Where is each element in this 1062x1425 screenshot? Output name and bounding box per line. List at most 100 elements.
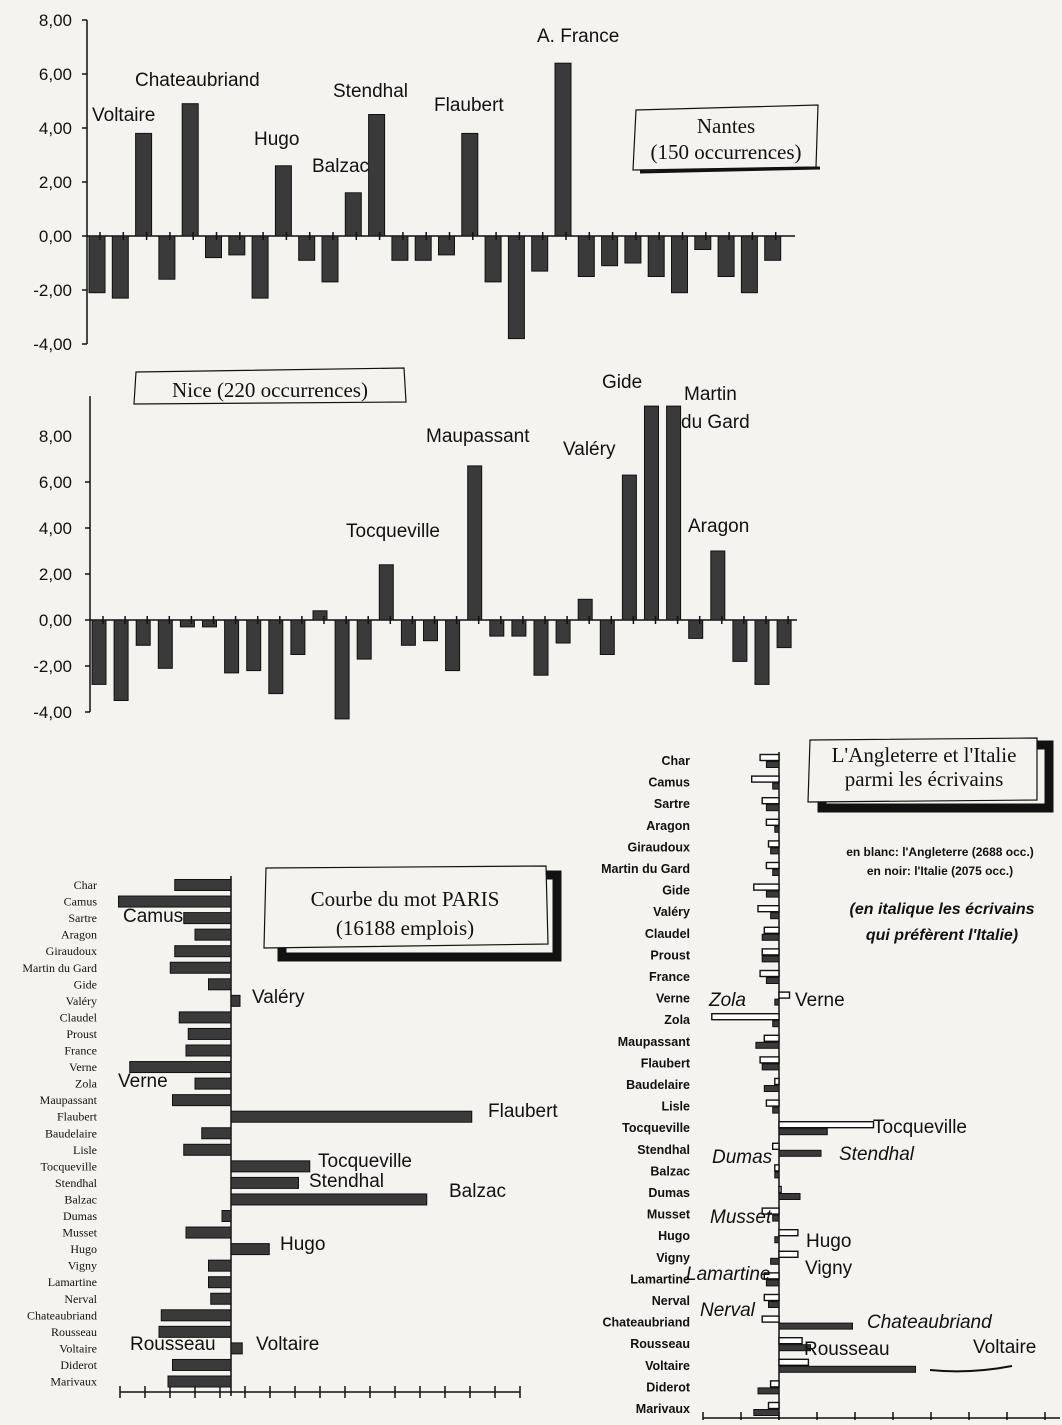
- annotation-vigny: Vigny: [805, 1258, 853, 1279]
- bar-angleterre: [772, 1142, 780, 1151]
- category-label: Camus: [648, 776, 690, 790]
- category-label: Hugo: [70, 1242, 97, 1256]
- category-label: Claudel: [60, 1010, 98, 1024]
- bar-italie: [765, 1279, 780, 1287]
- category-label: Musset: [62, 1226, 97, 1240]
- bar: [274, 165, 292, 237]
- bar: [334, 619, 350, 720]
- bar: [172, 1358, 232, 1371]
- bar: [230, 1176, 299, 1189]
- annotation-martin1: Martin: [684, 384, 737, 405]
- bar-italie: [765, 804, 780, 812]
- category-label: Aragon: [61, 928, 97, 942]
- bar: [507, 235, 525, 340]
- bar: [167, 1375, 232, 1388]
- legend-box: [263, 865, 549, 949]
- bar-angleterre: [778, 1185, 782, 1194]
- bar: [185, 1226, 232, 1239]
- bar-angleterre: [763, 1293, 780, 1302]
- bar: [717, 235, 735, 277]
- annotation-stendhal: Stendhal: [333, 81, 408, 102]
- bar: [224, 619, 240, 674]
- bar: [489, 619, 505, 637]
- annotation-flaubert: Flaubert: [488, 1101, 558, 1122]
- category-label: Lamartine: [630, 1272, 690, 1286]
- bar: [555, 619, 571, 644]
- category-label: Balzac: [650, 1164, 690, 1178]
- legend-line-1: Nantes: [697, 114, 755, 138]
- bar: [647, 235, 665, 277]
- note-italic-2: qui préfèrent l'Italie): [866, 927, 1018, 944]
- bar-italie: [765, 977, 780, 984]
- category-label: Martin du Gard: [22, 961, 97, 975]
- category-label: Diderot: [646, 1380, 691, 1394]
- bar: [732, 619, 748, 662]
- y-tick-label: 2,00: [39, 565, 72, 584]
- category-label: Voltaire: [59, 1341, 97, 1355]
- annotation-dumas: Dumas: [712, 1147, 773, 1168]
- annotation-voltaire: Voltaire: [256, 1334, 319, 1355]
- bar: [181, 103, 199, 237]
- bar-angleterre: [767, 840, 780, 848]
- bar-italie: [772, 1214, 780, 1222]
- bar: [208, 1276, 232, 1289]
- bar: [158, 1325, 232, 1338]
- bar-angleterre: [769, 1380, 780, 1388]
- bar: [666, 405, 682, 621]
- legend-line-2: parmi les écrivains: [845, 767, 1004, 791]
- bar: [194, 928, 232, 941]
- legend-line-2: (16188 emplois): [336, 916, 474, 940]
- category-label: Marivaux: [636, 1402, 690, 1416]
- y-tick-label: 2,00: [39, 173, 72, 192]
- bar-angleterre: [778, 1336, 803, 1345]
- annotation-camus: Camus: [123, 906, 183, 927]
- bar-angleterre: [774, 1164, 780, 1172]
- category-label: Baudelaire: [626, 1078, 690, 1092]
- bar-angleterre: [759, 969, 780, 978]
- category-label: France: [64, 1044, 97, 1058]
- bar: [290, 619, 306, 655]
- bar: [210, 1292, 232, 1305]
- legend-line-1: Courbe du mot PARIS: [311, 887, 500, 911]
- bar-italie: [763, 1085, 780, 1092]
- y-tick-label: 0,00: [39, 227, 72, 246]
- y-tick-label: 8,00: [39, 11, 72, 30]
- category-label: Giraudoux: [627, 840, 690, 854]
- annotation-stendhal: Stendhal: [309, 1171, 384, 1192]
- bar-italie: [774, 1171, 780, 1179]
- bar: [194, 1077, 232, 1090]
- category-label: Aragon: [646, 819, 690, 833]
- bar: [230, 1243, 270, 1256]
- note-italic-1: (en italique les écrivains: [850, 901, 1035, 918]
- category-label: Tocqueville: [41, 1159, 97, 1173]
- legend-box-shadow: [817, 740, 1054, 813]
- annotation-hugo: Hugo: [280, 1234, 325, 1255]
- bar-angleterre: [761, 948, 780, 956]
- bar-angleterre: [763, 1034, 780, 1043]
- annotation-valery: Valéry: [563, 439, 616, 460]
- category-label: Sartre: [68, 911, 97, 925]
- bar: [230, 994, 241, 1007]
- legend-line-1: L'Angleterre et l'Italie: [832, 743, 1017, 767]
- y-tick-label: 4,00: [39, 519, 72, 538]
- annotation-musset: Musset: [710, 1207, 772, 1228]
- y-tick-label: -4,00: [33, 335, 72, 354]
- annotation-tocqueville: Tocqueville: [873, 1117, 967, 1138]
- category-label: Hugo: [658, 1229, 690, 1243]
- bar: [511, 619, 527, 637]
- bar-italie: [770, 912, 780, 920]
- chart-paris: Char Camus Sartre Aragon Giraudoux Martin du …: [22, 865, 562, 1398]
- bar-angleterre: [753, 883, 780, 891]
- bar-italie: [761, 933, 780, 941]
- bar-angleterre: [761, 1207, 780, 1215]
- bar-angleterre: [761, 797, 780, 805]
- bar: [554, 62, 572, 237]
- legend-box: [133, 367, 407, 405]
- bar-italie: [765, 890, 780, 898]
- bar-angleterre: [711, 1013, 780, 1021]
- bar: [531, 235, 549, 272]
- bar-italie: [778, 1344, 811, 1352]
- annotation-tocqueville: Tocqueville: [346, 521, 440, 542]
- annotation-stendhal: Stendhal: [839, 1144, 915, 1165]
- bar: [688, 619, 704, 639]
